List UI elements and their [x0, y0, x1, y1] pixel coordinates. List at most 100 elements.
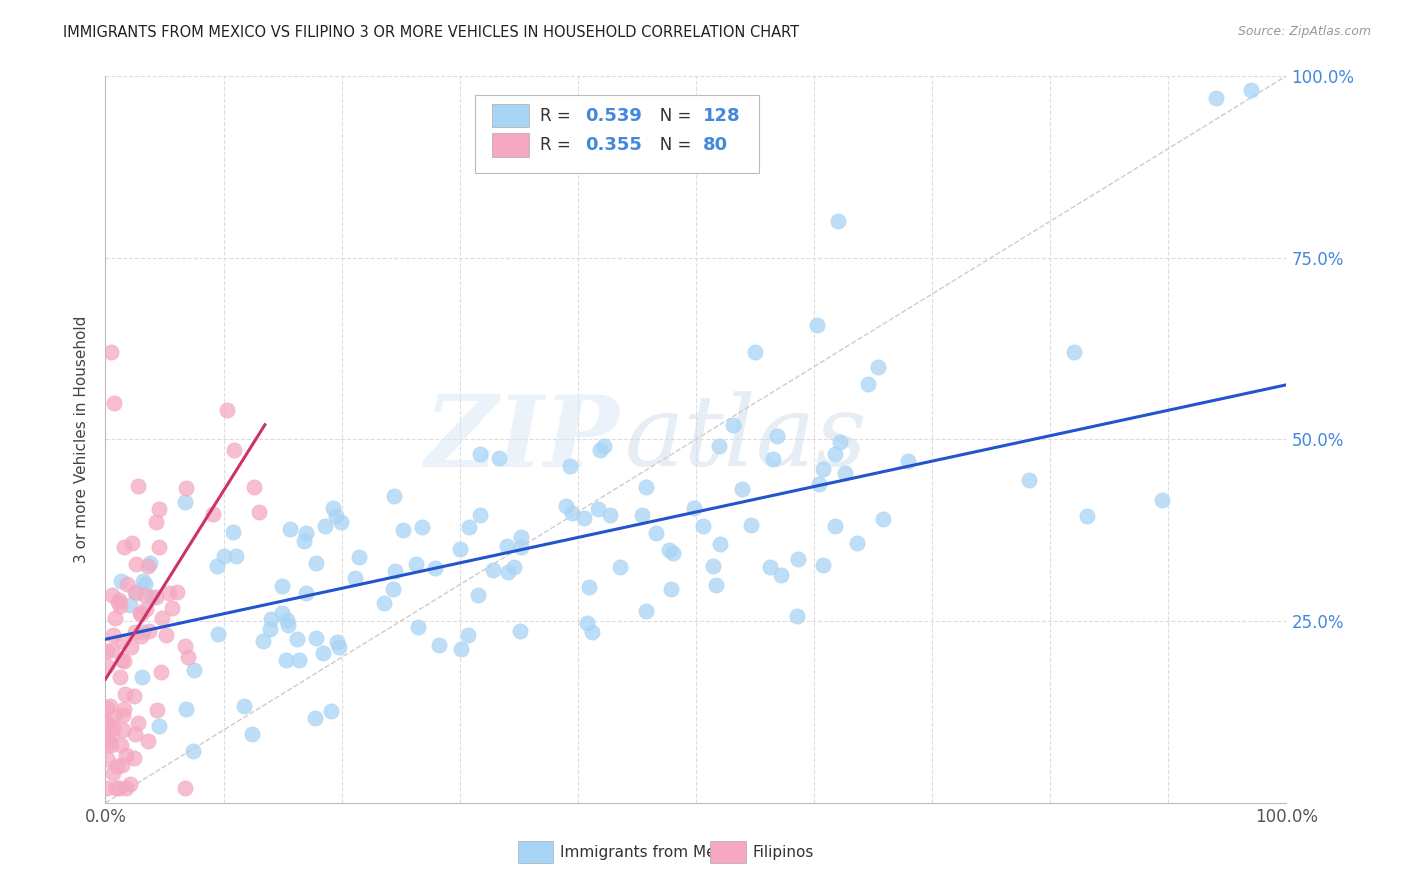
Point [304, 711, 326, 725]
Point [707, 438, 730, 452]
Point [630, 508, 652, 522]
Point [136, 734, 159, 748]
Point [96, 781, 118, 796]
Point [786, 609, 808, 624]
Point [160, 601, 183, 615]
Point [243, 480, 266, 494]
Point [114, 687, 136, 701]
Point [135, 602, 157, 616]
Point [177, 650, 200, 665]
Point [1205, 90, 1227, 104]
Text: 128: 128 [703, 107, 741, 125]
Point [103, 396, 125, 410]
Point [96, 752, 118, 766]
Point [589, 442, 612, 457]
Point [510, 540, 533, 554]
Point [207, 626, 229, 640]
Point [509, 624, 531, 638]
Point [503, 559, 526, 574]
Point [101, 588, 124, 602]
Point [576, 615, 599, 630]
Point [305, 556, 328, 570]
Point [806, 318, 828, 333]
Point [554, 499, 576, 513]
Point [247, 505, 270, 519]
Point [496, 565, 519, 579]
Point [103, 722, 125, 736]
Point [110, 738, 132, 752]
Point [824, 519, 846, 533]
Point [146, 703, 169, 717]
Point [100, 738, 122, 752]
Point [112, 708, 135, 723]
Point [704, 578, 727, 592]
Point [319, 704, 342, 718]
Point [108, 781, 131, 796]
Point [731, 482, 754, 496]
Point [429, 638, 451, 652]
Point [599, 508, 621, 522]
Y-axis label: 3 or more Vehicles in Household: 3 or more Vehicles in Household [75, 316, 90, 563]
Point [104, 611, 127, 625]
Point [558, 458, 581, 473]
Point [762, 451, 785, 466]
Point [692, 519, 714, 533]
Point [811, 462, 834, 476]
Point [150, 611, 173, 625]
Point [406, 620, 429, 634]
Point [136, 558, 159, 573]
Point [496, 539, 519, 553]
Point [634, 604, 657, 618]
Point [259, 623, 281, 637]
Text: Source: ZipAtlas.com: Source: ZipAtlas.com [1237, 25, 1371, 38]
Point [373, 596, 395, 610]
Point [224, 442, 246, 457]
Point [112, 723, 135, 737]
Point [174, 494, 197, 508]
Point [148, 541, 170, 555]
Point [108, 593, 131, 607]
Point [572, 510, 595, 524]
Point [457, 520, 479, 534]
Point [786, 551, 808, 566]
Point [636, 480, 658, 494]
Point [120, 640, 142, 655]
Point [252, 634, 274, 648]
Point [157, 586, 180, 600]
Point [111, 634, 134, 648]
Point [98, 716, 121, 731]
Point [174, 702, 197, 716]
Point [709, 536, 731, 550]
Point [112, 702, 135, 716]
Point [122, 751, 145, 765]
FancyBboxPatch shape [517, 841, 553, 863]
Point [96, 738, 118, 752]
Point [581, 624, 603, 639]
Point [134, 577, 156, 591]
Point [325, 635, 347, 649]
Point [114, 781, 136, 796]
Point [457, 627, 479, 641]
Text: 0.355: 0.355 [585, 136, 641, 154]
Text: 80: 80 [703, 136, 728, 154]
Point [897, 453, 920, 467]
Point [846, 535, 869, 549]
Point [827, 214, 849, 228]
Point [645, 526, 668, 541]
Point [322, 500, 344, 515]
Point [1076, 509, 1098, 524]
Point [96, 659, 118, 673]
FancyBboxPatch shape [492, 133, 530, 156]
Point [260, 612, 283, 626]
Point [96, 700, 118, 714]
Point [232, 698, 254, 713]
Point [305, 631, 328, 645]
Point [312, 646, 335, 660]
Point [98, 699, 121, 714]
Point [344, 571, 367, 585]
Point [828, 434, 851, 449]
Point [481, 563, 503, 577]
Point [683, 501, 706, 516]
Point [470, 447, 492, 461]
Point [578, 580, 600, 594]
